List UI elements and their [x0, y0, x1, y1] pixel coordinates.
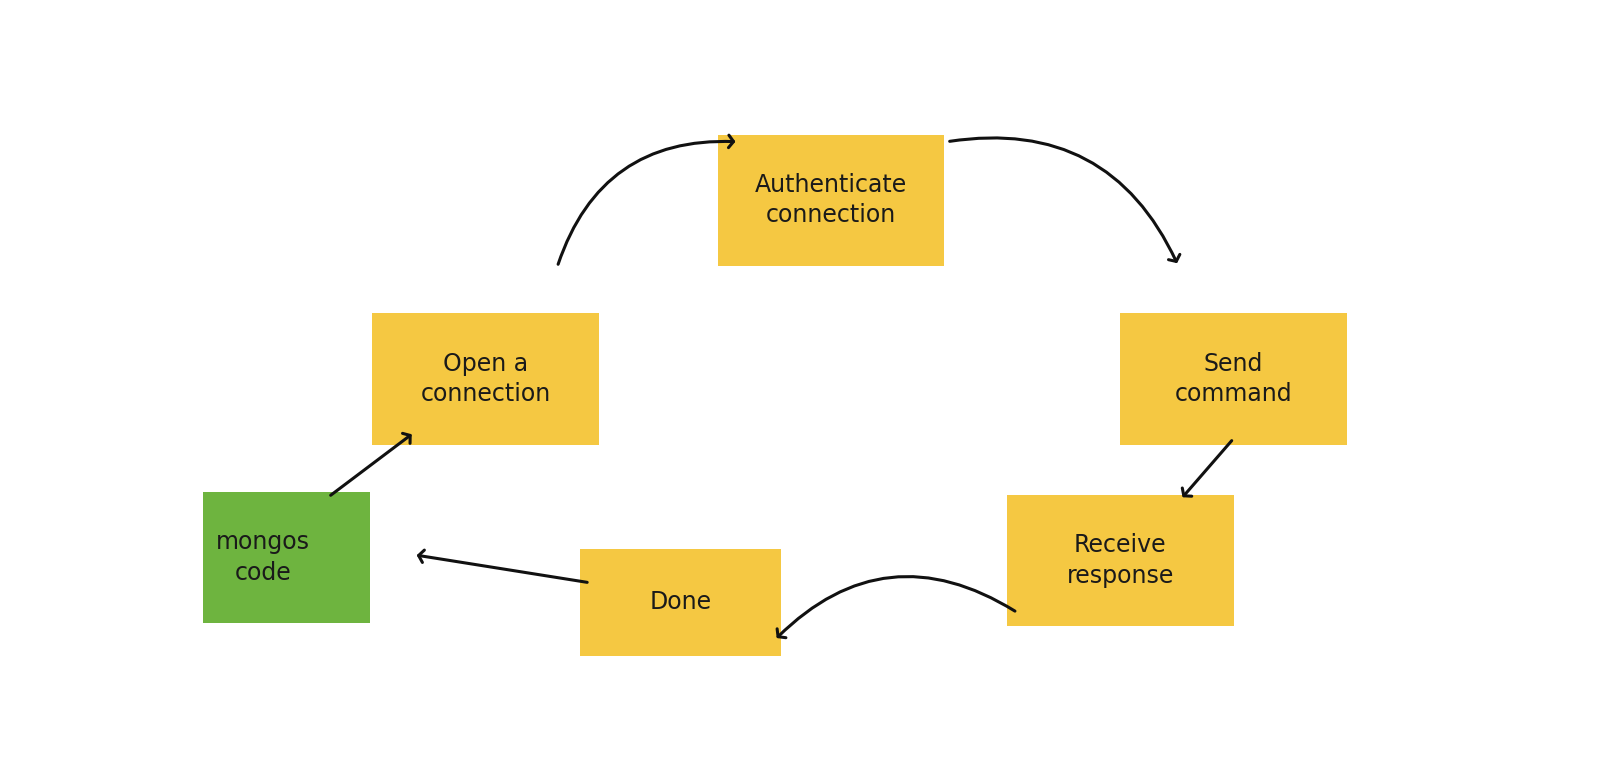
- FancyBboxPatch shape: [581, 549, 782, 656]
- FancyBboxPatch shape: [719, 135, 944, 265]
- FancyBboxPatch shape: [156, 492, 370, 623]
- Text: Authenticate
connection: Authenticate connection: [756, 173, 907, 228]
- FancyBboxPatch shape: [1007, 495, 1233, 626]
- Text: Open a
connection: Open a connection: [420, 351, 551, 406]
- FancyBboxPatch shape: [373, 313, 599, 444]
- FancyBboxPatch shape: [1121, 313, 1346, 444]
- Text: mongos
code: mongos code: [216, 530, 310, 585]
- Text: Receive
response: Receive response: [1067, 533, 1174, 588]
- Text: Send
command: Send command: [1174, 351, 1293, 406]
- Text: Done: Done: [649, 591, 712, 615]
